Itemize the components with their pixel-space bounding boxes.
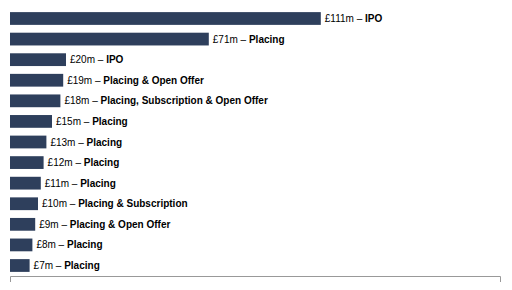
bar [10, 197, 38, 210]
bar [10, 53, 66, 66]
bar [10, 115, 52, 128]
bar [10, 259, 30, 272]
data-label-value: £15m – [56, 116, 92, 127]
bar [10, 136, 46, 149]
data-label-category: Placing, Subscription & Open Offer [101, 95, 268, 106]
data-label-category: Placing [67, 239, 103, 250]
data-label-value: £18m – [64, 95, 100, 106]
data-label-category: Placing [87, 137, 123, 148]
x-axis [11, 277, 501, 283]
data-label-value: £9m – [39, 219, 70, 230]
data-label-category: IPO [106, 54, 123, 65]
data-label-category: Placing & Subscription [78, 198, 187, 209]
data-label-category: Placing [92, 116, 128, 127]
data-label-category: Placing [64, 260, 100, 271]
bar [10, 156, 44, 169]
bar [10, 33, 209, 46]
chart: £111m – IPO£71m – Placing£20m – IPO£19m … [0, 0, 512, 290]
data-label-value: £20m – [70, 54, 106, 65]
data-label-value: £111m – [325, 13, 365, 24]
x-axis-line [11, 277, 501, 283]
data-label-value: £10m – [42, 198, 78, 209]
plot: £111m – IPO£71m – Placing£20m – IPO£19m … [10, 12, 501, 282]
data-label-value: £7m – [34, 260, 65, 271]
data-label-category: Placing [84, 157, 120, 168]
data-label-value: £71m – [213, 34, 249, 45]
data-label-category: IPO [365, 13, 382, 24]
data-label-category: Placing & Open Offer [70, 219, 171, 230]
data-label-value: £13m – [50, 137, 86, 148]
data-label-category: Placing [80, 178, 116, 189]
data-label-category: Placing [249, 34, 285, 45]
bar [10, 12, 321, 25]
bar [10, 177, 41, 190]
data-label-category: Placing & Open Offer [103, 75, 204, 86]
bars [10, 12, 321, 272]
data-label-value: £11m – [45, 178, 80, 189]
bar [10, 94, 60, 107]
bar [10, 74, 63, 87]
data-labels: £111m – IPO£71m – Placing£20m – IPO£19m … [34, 13, 383, 271]
bar [10, 239, 32, 252]
data-label-value: £12m – [48, 157, 84, 168]
data-label-value: £8m – [36, 239, 67, 250]
bar [10, 218, 35, 231]
data-label-value: £19m – [67, 75, 103, 86]
